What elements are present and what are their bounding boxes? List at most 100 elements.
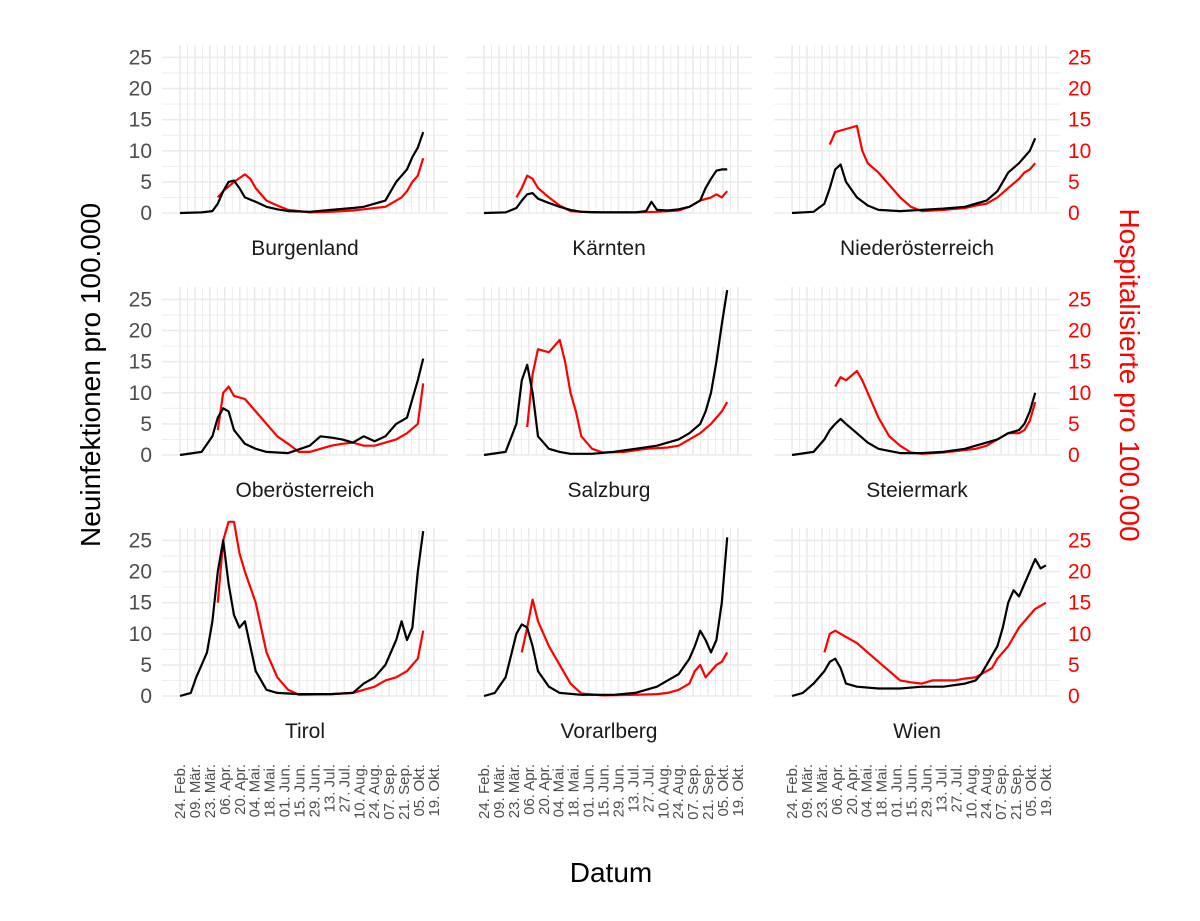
x-tick-label: 23. Mär. [506,764,523,818]
facet-label: Kärnten [572,237,646,260]
y-tick-label-right: 10 [1068,623,1091,646]
x-tick-label: 20. Apr. [844,764,861,815]
x-tick-label: 29. Jun. [918,764,935,817]
x-tick-label: 10. Aug. [963,764,980,819]
x-tick-label: 06. Apr. [217,764,234,815]
x-tick-label: 13. Jul. [933,764,950,812]
y-tick-label-right: 0 [1068,444,1080,467]
y-tick-label-left: 5 [140,413,152,436]
y-tick-label-right: 15 [1068,351,1091,374]
series-line-hospitalisierte [828,124,1037,213]
x-tick-label: 23. Mär. [202,764,219,818]
y-tick-label-left: 10 [129,140,152,163]
series-line-neuinfektionen [791,557,1047,698]
y-tick-label-left: 10 [129,623,152,646]
y-tick-label-right: 25 [1068,46,1091,69]
facet-label: Wien [893,720,941,743]
series-line-neuinfektionen [179,530,425,698]
y-tick-label-right: 5 [1068,654,1080,677]
facet-label: Salzburg [568,479,651,502]
y-tick-label-right: 15 [1068,592,1091,615]
x-tick-label: 24. Aug. [670,764,687,819]
series-line-neuinfektionen [791,392,1037,457]
y-tick-label-right: 25 [1068,288,1091,311]
x-tick-label: 01. Jun. [581,764,598,817]
y-tick-label-left: 0 [140,444,152,467]
x-tick-label: 24. Feb. [476,764,493,819]
x-tick-label: 01. Jun. [889,764,906,817]
series-line-neuinfektionen [791,137,1037,215]
y-tick-label-right: 20 [1068,78,1091,101]
x-tick-label: 05. Okt. [1023,764,1040,817]
y-tick-label-left: 25 [129,288,152,311]
x-tick-label: 15. Jun. [596,764,613,817]
y-tick-label-right: 0 [1068,685,1080,708]
x-tick-label: 27. Jul. [948,764,965,812]
y-tick-label-left: 0 [140,685,152,708]
y-tick-label-left: 0 [140,202,152,225]
y-tick-label-left: 5 [140,171,152,194]
x-tick-label: 07. Sep. [685,764,702,820]
x-tick-label: 27. Jul. [336,764,353,812]
x-tick-label: 09. Mär. [491,764,508,818]
x-tick-label: 20. Apr. [232,764,249,815]
y-tick-label-left: 15 [129,592,152,615]
series-line-hospitalisierte [216,520,425,696]
x-tick-label: 13. Jul. [321,764,338,812]
facet-label: Vorarlberg [561,720,658,743]
y-axis-title-left: Neuinfektionen pro 100.000 [75,203,106,547]
y-tick-label-left: 10 [129,382,152,405]
facet-label: Tirol [285,720,325,743]
x-tick-label: 18. Mai. [262,764,279,817]
y-tick-label-left: 20 [129,561,152,584]
x-tick-label: 21. Sep. [700,764,717,820]
x-tick-label: 19. Okt. [730,764,747,817]
y-tick-label-left: 15 [129,351,152,374]
x-tick-label: 18. Mai. [874,764,891,817]
facet-label: Steiermark [866,479,968,502]
x-tick-label: 13. Jul. [625,764,642,812]
y-tick-label-right: 25 [1068,529,1091,552]
y-tick-label-right: 0 [1068,202,1080,225]
x-tick-label: 10. Aug. [351,764,368,819]
x-tick-label: 06. Apr. [829,764,846,815]
x-tick-label: 04. Mai. [247,764,264,817]
x-tick-label: 04. Mai. [551,764,568,817]
series-line-hospitalisierte [823,601,1047,685]
y-tick-label-right: 5 [1068,413,1080,436]
y-tick-label-right: 20 [1068,561,1091,584]
y-tick-label-right: 15 [1068,109,1091,132]
x-tick-label: 24. Feb. [172,764,189,819]
x-tick-label: 29. Jun. [610,764,627,817]
x-tick-label: 21. Sep. [1008,764,1025,820]
x-tick-label: 15. Jun. [904,764,921,817]
x-tick-label: 19. Okt. [1038,764,1055,817]
series-line-hospitalisierte [216,383,425,453]
x-tick-label: 05. Okt. [715,764,732,817]
x-tick-label: 29. Jun. [306,764,323,817]
series-line-neuinfektionen [179,131,425,215]
x-tick-label: 21. Sep. [396,764,413,820]
x-tick-label: 04. Mai. [859,764,876,817]
series-line-neuinfektionen [179,358,425,457]
x-tick-label: 01. Jun. [277,764,294,817]
x-tick-label: 23. Mär. [814,764,831,818]
series-line-hospitalisierte [520,598,729,697]
x-tick-label: 06. Apr. [521,764,538,815]
x-tick-label: 19. Okt. [426,764,443,817]
x-tick-label: 27. Jul. [640,764,657,812]
series-line-neuinfektionen [483,289,729,457]
facet-label: Burgenland [251,237,358,260]
x-tick-label: 05. Okt. [411,764,428,817]
x-tick-label: 15. Jun. [292,764,309,817]
series-line-neuinfektionen [483,168,728,215]
y-tick-label-left: 5 [140,654,152,677]
series-line-hospitalisierte [526,338,729,454]
facet-label: Oberösterreich [236,479,375,502]
x-tick-label: 20. Apr. [536,764,553,815]
y-tick-label-right: 10 [1068,382,1091,405]
x-tick-label: 07. Sep. [381,764,398,820]
y-tick-label-right: 5 [1068,171,1080,194]
x-tick-label: 10. Aug. [655,764,672,819]
